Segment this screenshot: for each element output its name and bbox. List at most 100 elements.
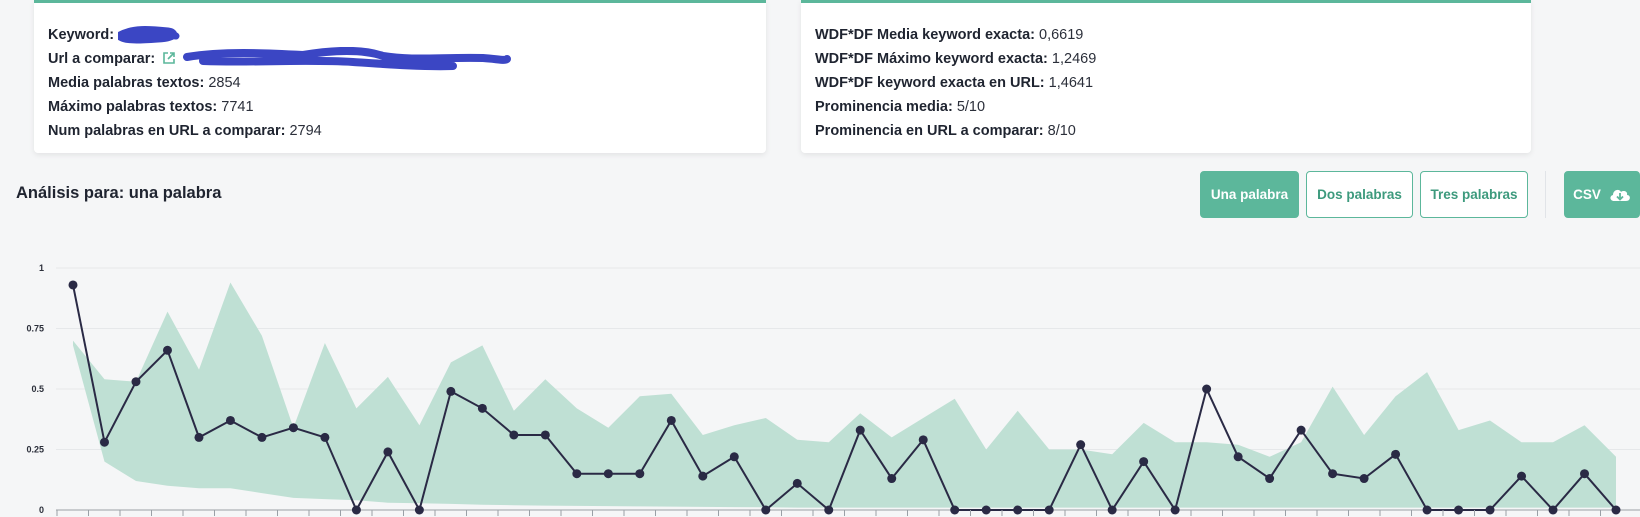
data-point[interactable] bbox=[1170, 505, 1180, 515]
maximo-palabras-label: Máximo palabras textos: bbox=[48, 99, 218, 116]
data-point[interactable] bbox=[1265, 474, 1275, 484]
y-tick-label: 0 bbox=[39, 505, 44, 515]
data-point[interactable] bbox=[477, 403, 487, 413]
maximo-palabras-value: 7741 bbox=[221, 99, 254, 116]
media-palabras-label: Media palabras textos: bbox=[48, 75, 205, 92]
url-series-points bbox=[68, 280, 1621, 515]
csv-download-button[interactable]: CSV bbox=[1564, 171, 1640, 218]
y-tick-label: 1 bbox=[39, 263, 44, 273]
data-point[interactable] bbox=[351, 505, 361, 515]
num-palabras-row: Num palabras en URL a comparar: 2794 bbox=[48, 119, 752, 143]
data-point[interactable] bbox=[257, 432, 267, 442]
summary-card-right: WDF*DF Media keyword exacta: 0,6619 WDF*… bbox=[801, 0, 1531, 153]
tres-palabras-button[interactable]: Tres palabras bbox=[1420, 171, 1528, 218]
data-point[interactable] bbox=[603, 469, 613, 479]
analysis-title: Análisis para: una palabra bbox=[16, 184, 222, 202]
wdf-maximo-label: WDF*DF Máximo keyword exacta: bbox=[815, 51, 1048, 67]
button-divider bbox=[1545, 171, 1546, 218]
summary-card-left: Keyword: Url a comparar: Media palabras … bbox=[34, 0, 766, 153]
data-point[interactable] bbox=[99, 437, 109, 447]
data-point[interactable] bbox=[383, 447, 393, 457]
y-tick-label: 0.25 bbox=[26, 445, 44, 455]
data-point[interactable] bbox=[320, 432, 330, 442]
keyword-density-chart: 0 0.25 0.5 0.75 1 bbox=[26, 263, 1640, 516]
data-point[interactable] bbox=[1107, 505, 1117, 515]
data-point[interactable] bbox=[1328, 469, 1338, 479]
data-point[interactable] bbox=[288, 423, 298, 433]
data-point[interactable] bbox=[131, 377, 141, 387]
maximo-palabras-row: Máximo palabras textos: 7741 bbox=[48, 95, 752, 119]
wdf-maximo-row: WDF*DF Máximo keyword exacta: 1,2469 bbox=[815, 47, 1517, 71]
csv-button-label: CSV bbox=[1573, 187, 1601, 202]
prominencia-url-label: Prominencia en URL a comparar: bbox=[815, 123, 1044, 139]
data-point[interactable] bbox=[855, 425, 865, 435]
redacted-url-scribble bbox=[183, 47, 512, 71]
media-palabras-value: 2854 bbox=[208, 75, 241, 92]
data-point[interactable] bbox=[1076, 440, 1086, 450]
x-axis-ticks bbox=[56, 510, 1601, 516]
url-row: Url a comparar: bbox=[48, 47, 752, 71]
media-palabras-row: Media palabras textos: 2854 bbox=[48, 71, 752, 95]
data-point[interactable] bbox=[572, 469, 582, 479]
data-point[interactable] bbox=[666, 415, 676, 425]
data-point[interactable] bbox=[1044, 505, 1054, 515]
y-tick-label: 0.75 bbox=[26, 324, 44, 334]
y-axis-ticks: 0 0.25 0.5 0.75 1 bbox=[26, 263, 44, 515]
wdf-media-label: WDF*DF Media keyword exacta: bbox=[815, 27, 1035, 43]
data-point[interactable] bbox=[509, 430, 519, 440]
data-point[interactable] bbox=[792, 478, 802, 488]
cloud-download-icon bbox=[1610, 189, 1630, 201]
data-point[interactable] bbox=[981, 505, 991, 515]
data-point[interactable] bbox=[225, 415, 235, 425]
y-tick-label: 0.5 bbox=[31, 384, 44, 394]
data-point[interactable] bbox=[414, 505, 424, 515]
keyword-row: Keyword: bbox=[48, 23, 752, 47]
una-palabra-button[interactable]: Una palabra bbox=[1200, 171, 1299, 218]
data-point[interactable] bbox=[950, 505, 960, 515]
prominencia-url-value: 8/10 bbox=[1047, 123, 1076, 139]
data-point[interactable] bbox=[1139, 457, 1149, 467]
dos-palabras-button[interactable]: Dos palabras bbox=[1306, 171, 1413, 218]
prominencia-url-row: Prominencia en URL a comparar: 8/10 bbox=[815, 119, 1517, 143]
data-point[interactable] bbox=[1233, 452, 1243, 462]
num-palabras-label: Num palabras en URL a comparar: bbox=[48, 123, 286, 140]
data-point[interactable] bbox=[68, 280, 78, 290]
data-point[interactable] bbox=[1359, 474, 1369, 484]
url-label: Url a comparar: bbox=[48, 51, 156, 67]
external-link-icon[interactable] bbox=[162, 51, 176, 65]
data-point[interactable] bbox=[635, 469, 645, 479]
redacted-keyword-scribble bbox=[118, 26, 180, 44]
data-point[interactable] bbox=[540, 430, 550, 440]
wdf-maximo-value: 1,2469 bbox=[1051, 51, 1097, 67]
data-point[interactable] bbox=[1485, 505, 1495, 515]
data-point[interactable] bbox=[1517, 471, 1527, 481]
data-point[interactable] bbox=[1422, 505, 1432, 515]
data-point[interactable] bbox=[824, 505, 834, 515]
data-point[interactable] bbox=[1391, 449, 1401, 459]
data-point[interactable] bbox=[162, 345, 172, 355]
data-point[interactable] bbox=[1548, 505, 1558, 515]
wdf-media-value: 0,6619 bbox=[1039, 27, 1084, 43]
data-point[interactable] bbox=[761, 505, 771, 515]
wdf-url-row: WDF*DF keyword exacta en URL: 1,4641 bbox=[815, 71, 1517, 95]
data-point[interactable] bbox=[1611, 505, 1621, 515]
keyword-label: Keyword: bbox=[48, 27, 115, 43]
data-point[interactable] bbox=[446, 386, 456, 396]
data-point[interactable] bbox=[729, 452, 739, 462]
data-point[interactable] bbox=[1454, 505, 1464, 515]
prominencia-media-row: Prominencia media: 5/10 bbox=[815, 95, 1517, 119]
data-point[interactable] bbox=[1013, 505, 1023, 515]
url-series-line bbox=[72, 284, 1617, 513]
data-point[interactable] bbox=[698, 471, 708, 481]
prominencia-media-label: Prominencia media: bbox=[815, 99, 953, 115]
data-point[interactable] bbox=[1202, 384, 1212, 394]
wdf-url-value: 1,4641 bbox=[1048, 75, 1094, 91]
data-point[interactable] bbox=[887, 474, 897, 484]
data-point[interactable] bbox=[1580, 469, 1590, 479]
num-palabras-value: 2794 bbox=[289, 123, 322, 140]
range-band-area bbox=[73, 282, 1616, 508]
data-point[interactable] bbox=[194, 432, 204, 442]
data-point[interactable] bbox=[918, 435, 928, 445]
data-point[interactable] bbox=[1296, 425, 1306, 435]
wdf-media-row: WDF*DF Media keyword exacta: 0,6619 bbox=[815, 23, 1517, 47]
